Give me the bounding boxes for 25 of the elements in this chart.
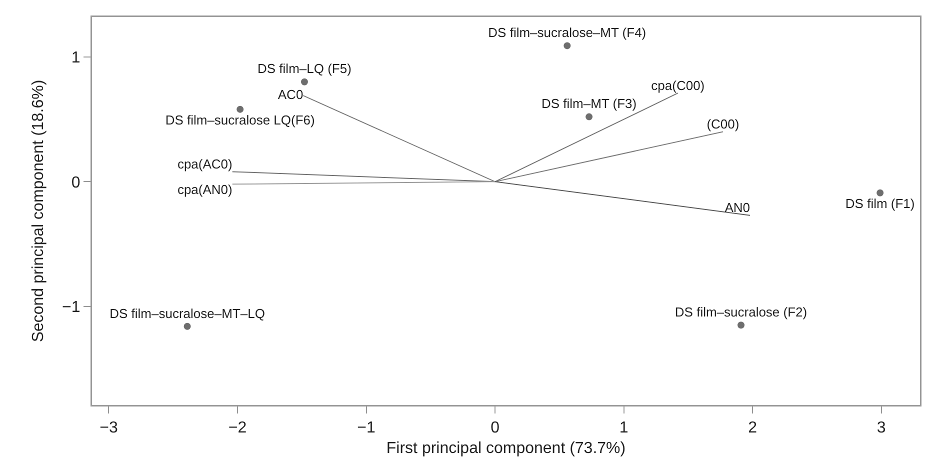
y-tick-label: 1: [71, 50, 80, 67]
series-label: AN0: [724, 200, 750, 216]
series-label: AC0: [278, 86, 304, 102]
x-tick-label: 2: [748, 420, 758, 437]
x-tick-label: 3: [876, 420, 886, 437]
series-label: DS film–sucralose (F2): [674, 304, 808, 320]
x-tick-label: −1: [357, 420, 376, 437]
series-label: DS film–LQ (F5): [258, 61, 352, 76]
series-label: DS film–sucralose–MT–LQ: [110, 306, 265, 321]
y-axis-title: Second principal component (18.6%): [30, 80, 48, 342]
series-label: DS film (F1): [845, 196, 915, 212]
x-tick-label: −3: [100, 420, 118, 437]
series-label: (C00): [706, 116, 740, 132]
x-axis-title: First principal component (73.7%): [386, 440, 626, 458]
x-tick-label: −2: [228, 420, 247, 437]
y-tick-label: 0: [71, 174, 80, 192]
series-label: DS film–sucralose LQ(F6): [165, 112, 315, 128]
x-tick-label: 1: [619, 420, 628, 437]
x-tick-label: 0: [490, 420, 500, 437]
series-label: cpa(C00): [651, 78, 705, 93]
y-tick-label: −1: [62, 299, 80, 316]
series-label: cpa(AC0): [177, 156, 232, 172]
series-label: cpa(AN0): [177, 182, 232, 197]
series-label: DS film–MT (F3): [542, 96, 637, 112]
series-label: DS film–sucralose–MT (F4): [488, 25, 646, 40]
